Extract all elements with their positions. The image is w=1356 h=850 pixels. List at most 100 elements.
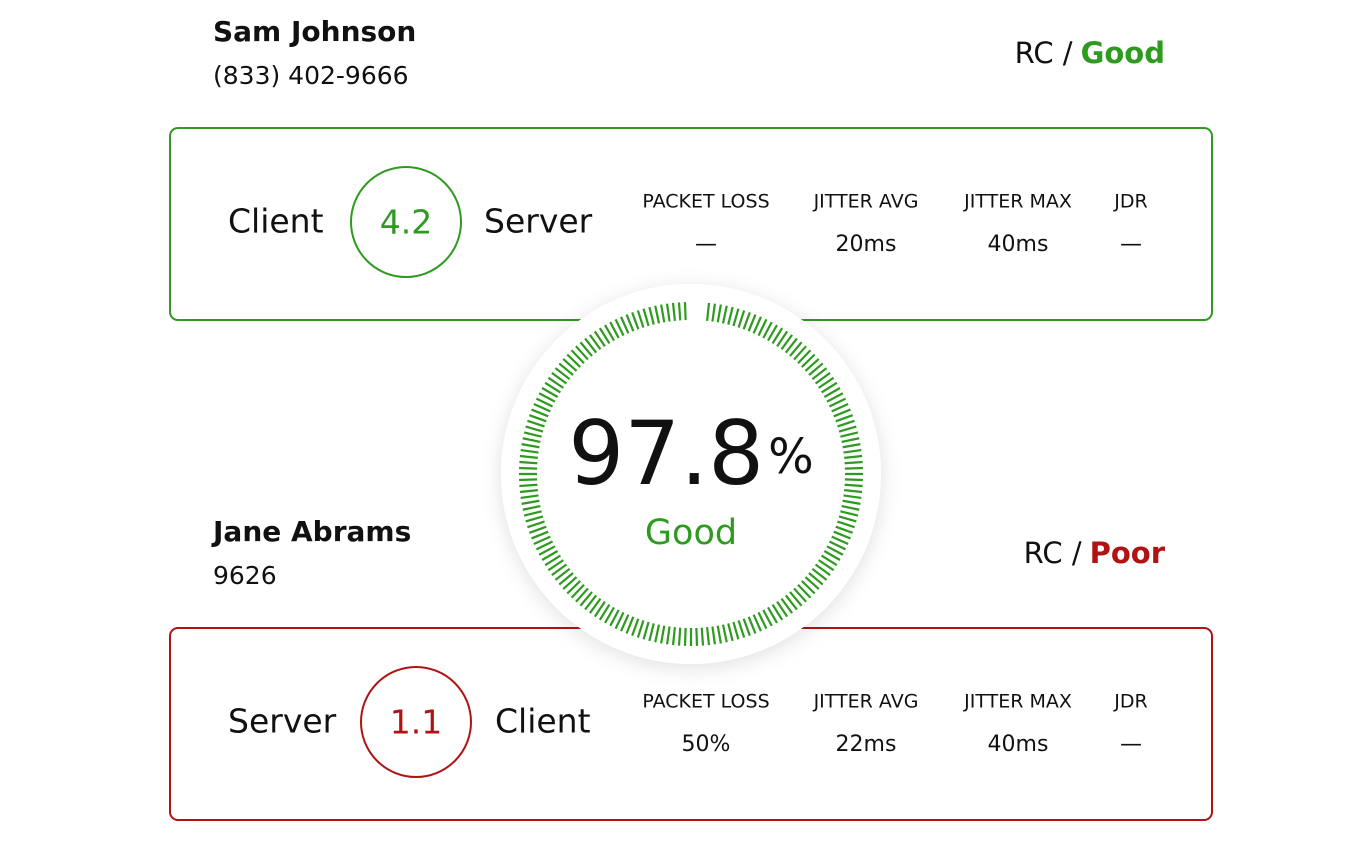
gauge-tick — [519, 478, 538, 482]
gauge-tick — [642, 621, 650, 640]
gauge-tick — [519, 454, 538, 459]
gauge-tick — [811, 367, 828, 381]
gauge-tick — [742, 618, 751, 637]
gauge-tick — [818, 559, 835, 572]
gauge-tick — [665, 303, 671, 322]
gauge-tick — [841, 504, 860, 511]
gauge-tick — [547, 559, 564, 572]
participant: Jane Abrams 9626 RC / Poor Server 1.1 Client PA… — [169, 515, 1213, 821]
gauge-tick — [757, 611, 768, 630]
gauge-tick — [620, 316, 630, 334]
gauge-tick — [771, 327, 784, 344]
metric-value: 22ms — [836, 732, 897, 757]
metric-value: 40ms — [988, 732, 1049, 757]
gauge-tick — [533, 403, 551, 413]
gauge-tick — [767, 324, 778, 342]
gauge-tick — [833, 408, 851, 418]
gauge-tick — [562, 358, 578, 372]
gauge-tick — [625, 314, 635, 332]
gauge-tick — [648, 623, 655, 642]
gauge-readout: 97.8% — [568, 402, 814, 505]
gauge-tick — [747, 616, 757, 634]
gauge-value: 97.8 — [568, 402, 764, 505]
metric-label: PACKET LOSS — [642, 191, 769, 213]
gauge-tick — [566, 580, 581, 595]
gauge-tick — [531, 408, 549, 418]
score-ring — [360, 666, 472, 778]
metric-label: PACKET LOSS — [642, 691, 769, 713]
metric-label: JITTER MAX — [963, 191, 1072, 213]
metric-value: — — [695, 232, 717, 257]
gauge-tick — [767, 606, 778, 624]
gauge-tick — [843, 448, 862, 454]
gauge-tick — [737, 620, 746, 638]
gauge-tick — [793, 587, 807, 603]
gauge-tick — [835, 414, 854, 423]
gauge-tick — [598, 327, 611, 344]
gauge-tick — [671, 302, 676, 321]
metric-label: JITTER AVG — [813, 191, 919, 213]
gauge-tick — [683, 302, 687, 321]
rc-status: RC / Poor — [1024, 536, 1166, 570]
metric-value: — — [1120, 232, 1142, 257]
gauge-tick — [519, 460, 538, 465]
gauge-tick — [776, 601, 789, 618]
gauge-tick — [780, 334, 793, 351]
gauge-tick — [804, 358, 820, 372]
gauge-tick — [838, 425, 857, 433]
gauge-tick — [525, 515, 544, 523]
gauge-tick — [814, 563, 831, 576]
gauge-tick — [547, 376, 564, 389]
gauge-tick — [762, 321, 773, 339]
participant-name: Sam Johnson — [213, 15, 416, 48]
gauge-tick — [677, 627, 682, 646]
gauge-tick — [727, 306, 734, 325]
gauge-tick — [528, 525, 547, 534]
gauge-tick — [558, 572, 574, 586]
gauge-tick — [789, 341, 803, 357]
gauge-tick — [609, 609, 620, 627]
gauge-tick — [579, 341, 593, 357]
status: Poor — [1090, 536, 1166, 570]
gauge-tick — [535, 397, 554, 408]
gauge-tick — [579, 591, 593, 607]
gauge-tick — [631, 311, 640, 330]
gauge-tick — [520, 448, 539, 454]
gauge-tick — [636, 310, 645, 328]
gauge-tick — [593, 330, 606, 347]
gauge-tick — [584, 337, 598, 354]
gauge-tick — [823, 387, 841, 398]
gauge-tick — [801, 353, 816, 368]
gauge-tick — [525, 425, 544, 433]
gauge-tick — [762, 609, 773, 627]
metric-label: JITTER AVG — [813, 691, 919, 713]
gauge-tick — [842, 443, 861, 449]
gauge-tick — [833, 530, 851, 540]
endpoint-left: Client — [228, 202, 324, 241]
gauge-tick — [593, 601, 606, 618]
gauge-tick — [823, 550, 841, 561]
gauge-tick — [838, 515, 857, 523]
gauge-tick — [558, 362, 574, 376]
gauge-tick — [721, 305, 728, 324]
participant-name: Jane Abrams — [211, 515, 411, 548]
gauge-tick — [752, 614, 762, 632]
gauge-tick — [844, 466, 863, 470]
gauge-tick — [598, 604, 611, 621]
gauge-tick — [648, 306, 655, 325]
gauge-tick — [732, 621, 740, 640]
gauge-tick — [757, 318, 768, 337]
gauge-tick — [533, 535, 551, 545]
gauge-tick — [821, 554, 838, 567]
metric-label: JDR — [1113, 191, 1147, 213]
metric-value: 40ms — [988, 232, 1049, 257]
gauge-tick — [614, 318, 625, 337]
gauge-tick — [522, 437, 541, 444]
gauge-tick — [589, 597, 602, 614]
gauge-tick — [538, 545, 556, 556]
gauge-label: Good — [645, 513, 737, 553]
gauge-tick — [700, 627, 705, 646]
gauge-tick — [844, 454, 863, 459]
gauge-tick — [521, 443, 540, 449]
